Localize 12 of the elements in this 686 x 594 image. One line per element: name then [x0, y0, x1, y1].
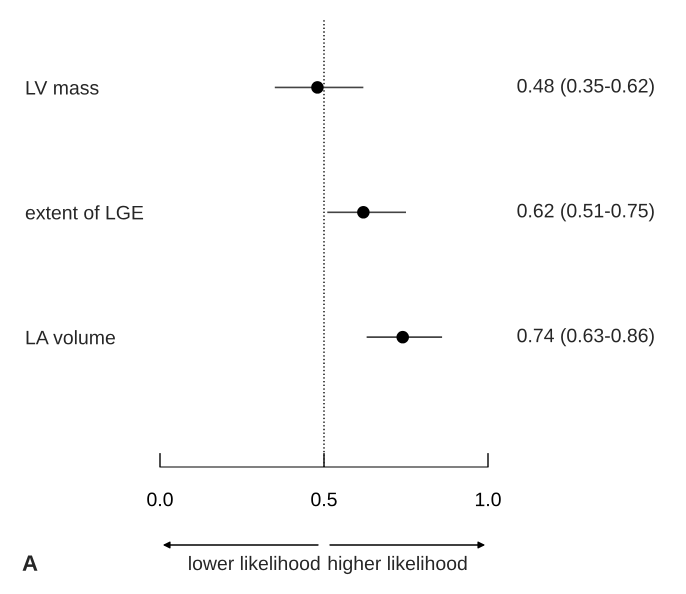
y-tick-label: LV mass	[26, 81, 99, 95]
x-tick-label: 0.5	[311, 492, 337, 506]
data-label: 0.74 (0.63-0.86)	[517, 328, 654, 346]
text: higher likelihood	[328, 556, 467, 574]
x-tick-label: 0.0	[147, 492, 173, 506]
x-tick-label: 1.0	[476, 492, 501, 506]
data-label: 0.62 (0.51-0.75)	[517, 203, 654, 222]
text: A	[22, 555, 38, 571]
text: lower likelihood	[189, 556, 320, 570]
y-tick-label: extent of LGE	[26, 205, 144, 220]
y-tick-label: LA volume	[26, 330, 115, 344]
data-label: 0.48 (0.35-0.62)	[517, 78, 654, 96]
